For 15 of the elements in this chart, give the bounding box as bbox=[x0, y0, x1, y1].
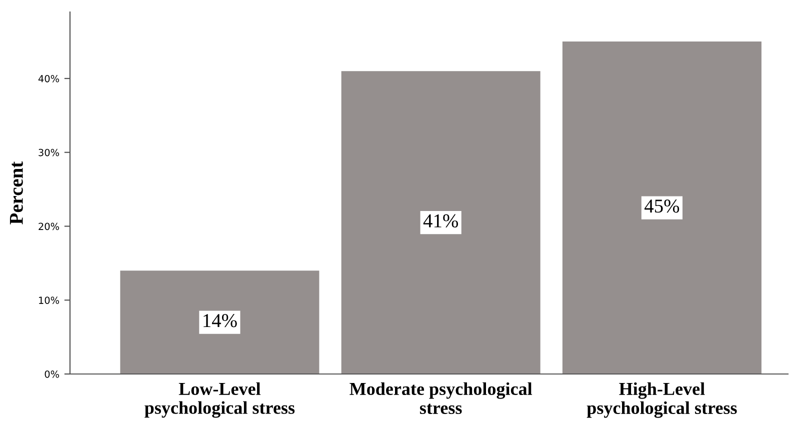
data-label: 41% bbox=[423, 214, 458, 228]
y-tick-label: 10% bbox=[39, 296, 60, 304]
y-tick-label: 0% bbox=[44, 370, 60, 378]
bar bbox=[341, 71, 540, 374]
bar bbox=[562, 42, 762, 374]
data-label: 45% bbox=[644, 200, 680, 213]
y-tick-label: 40% bbox=[38, 74, 60, 82]
y-tick-label: 30% bbox=[38, 148, 60, 156]
data-label: 14% bbox=[204, 314, 237, 328]
y-axis-title: Percent bbox=[10, 161, 23, 224]
x-tick-label: Moderate psychological stress bbox=[350, 382, 532, 414]
x-tick-label: High-Level psychological stress bbox=[586, 382, 737, 418]
bar bbox=[120, 270, 320, 374]
x-tick-label: Low-Level psychological stress bbox=[144, 382, 295, 418]
y-tick-label: 20% bbox=[38, 222, 60, 230]
